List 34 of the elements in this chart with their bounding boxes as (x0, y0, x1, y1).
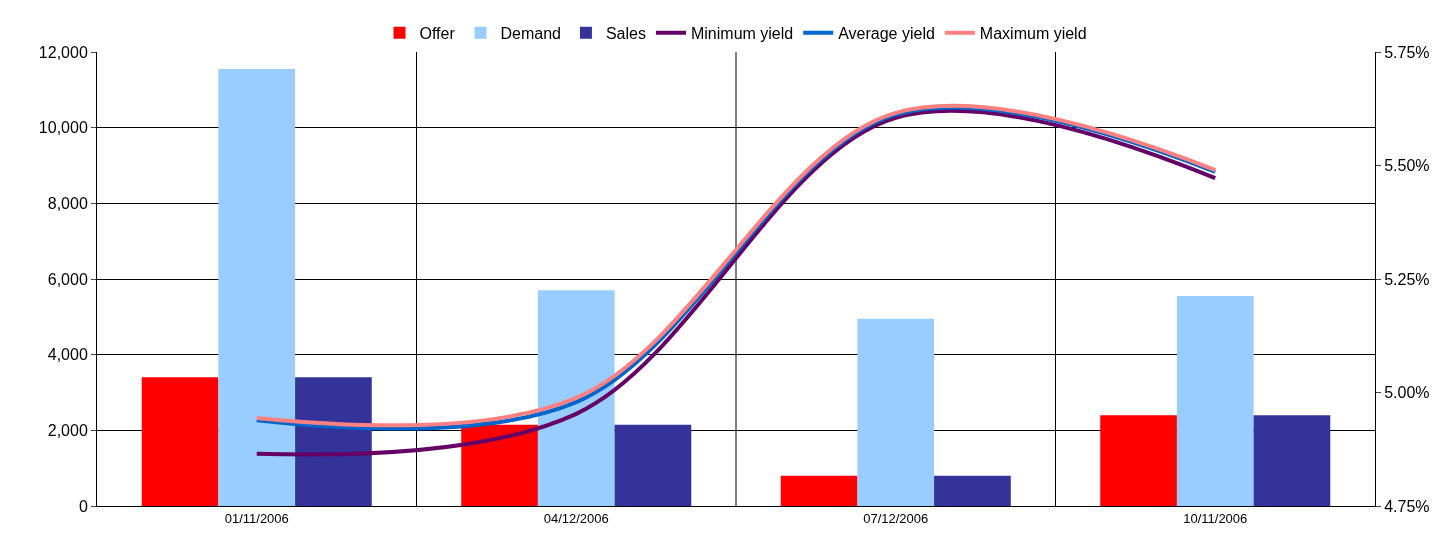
y-tick-label: 12,000 (38, 43, 88, 61)
y2-tick-label: 5.25% (1384, 270, 1430, 288)
bar (1253, 415, 1331, 506)
y2-tick-label: 5.75% (1384, 43, 1430, 61)
y2-tick-label: 5.50% (1384, 157, 1430, 175)
bar (857, 318, 935, 506)
bar (218, 69, 296, 506)
y-tick-label: 4,000 (47, 346, 88, 364)
x-tick-label: 10/11/2006 (1183, 510, 1248, 526)
y2-tick-label: 4.75% (1384, 497, 1430, 515)
x-tick-label: 04/12/2006 (543, 510, 609, 526)
y-tick-label: 0 (78, 497, 88, 515)
legend-label: Average yield (838, 24, 935, 42)
y-tick-label: 6,000 (47, 270, 88, 288)
y-tick-label: 8,000 (47, 194, 88, 212)
x-tick-label: 07/12/2006 (863, 510, 929, 526)
bar (1176, 296, 1254, 506)
bar (1100, 415, 1177, 506)
bar (780, 475, 858, 506)
legend-label: Sales (605, 24, 646, 42)
legend-label: Minimum yield (690, 24, 794, 42)
bar (934, 475, 1011, 506)
bar (461, 424, 538, 506)
y2-tick-label: 5.00% (1384, 384, 1430, 402)
legend-label: Demand (500, 24, 561, 42)
x-tick-label: 01/11/2006 (224, 510, 289, 526)
y-tick-label: 10,000 (38, 119, 88, 137)
bar (295, 377, 372, 506)
bar (537, 290, 615, 506)
bar (141, 377, 219, 506)
bar (614, 424, 692, 506)
legend-label: Offer (419, 24, 456, 42)
y-tick-label: 2,000 (47, 421, 88, 439)
legend-label: Maximum yield (979, 24, 1087, 42)
